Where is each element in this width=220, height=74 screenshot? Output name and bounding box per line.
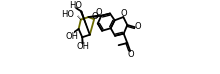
Text: O: O	[121, 9, 127, 18]
Text: O: O	[127, 50, 134, 59]
Text: OH: OH	[77, 42, 90, 51]
Text: O: O	[95, 8, 102, 17]
Polygon shape	[88, 16, 98, 18]
Polygon shape	[80, 11, 90, 35]
Text: OH: OH	[65, 32, 78, 41]
Text: HO: HO	[69, 1, 82, 10]
Text: O: O	[134, 22, 141, 31]
Text: HO: HO	[61, 10, 74, 19]
Text: O: O	[91, 12, 98, 21]
